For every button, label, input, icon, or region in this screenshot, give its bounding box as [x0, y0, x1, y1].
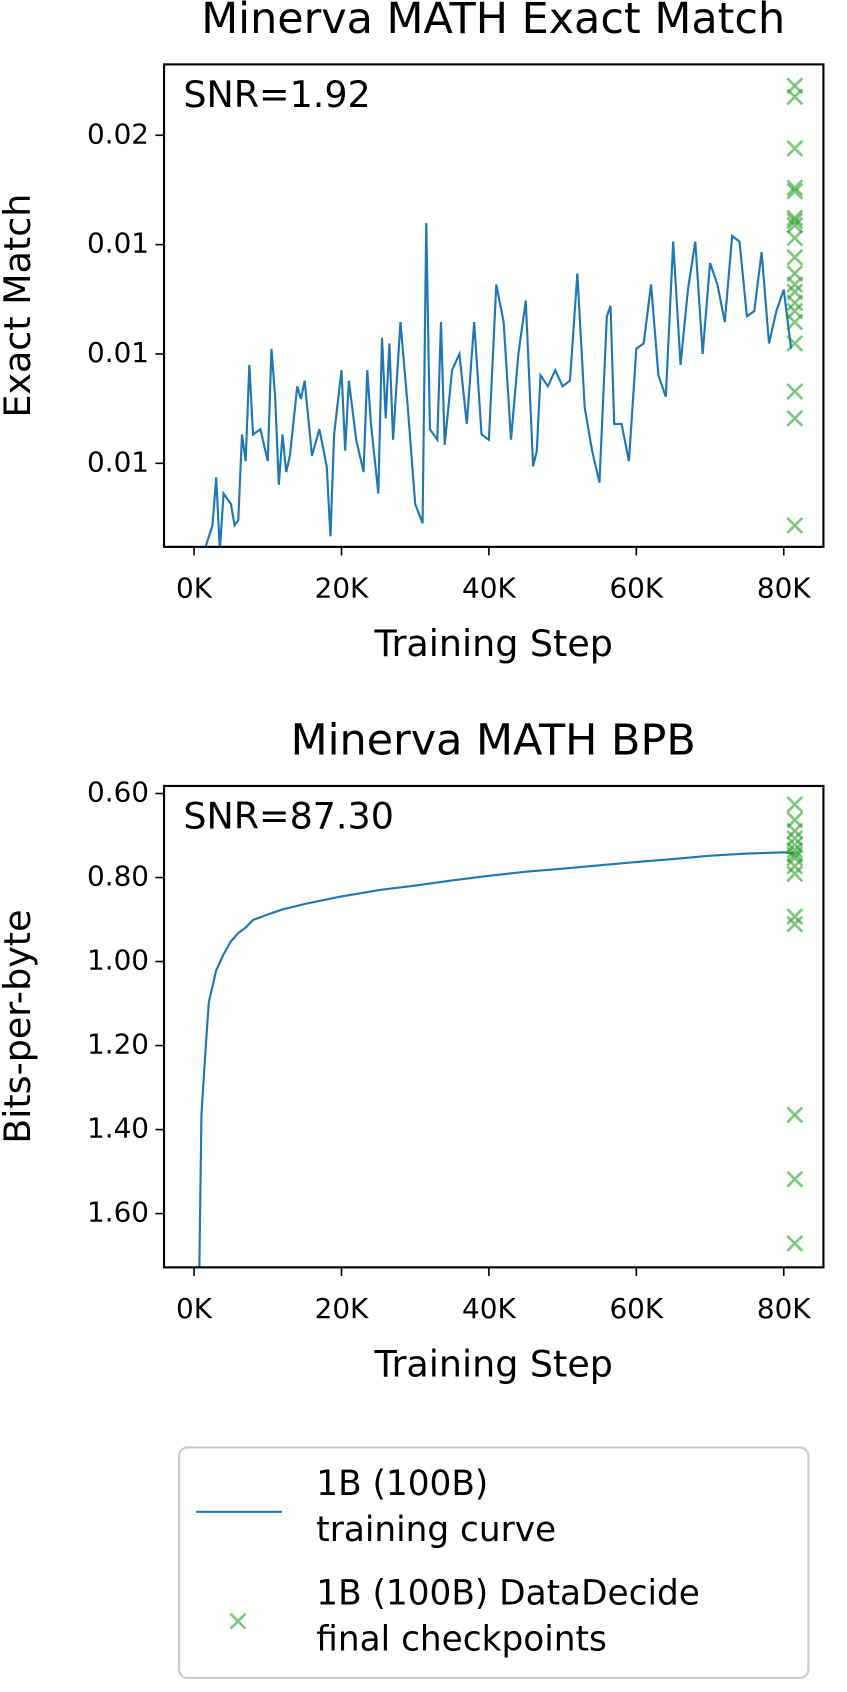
scatter-marker [786, 1106, 804, 1124]
y-tick-label: 0.02 [87, 117, 149, 150]
scatter-marker [786, 229, 804, 247]
scatter-marker [786, 516, 804, 534]
y-tick-label: 1.60 [87, 1196, 149, 1229]
scatter-marker [786, 795, 804, 813]
y-axis-label: Bits-per-byte [0, 910, 39, 1144]
x-tick-label: 20K [315, 1292, 369, 1325]
y-tick-label: 1.20 [87, 1028, 149, 1061]
scatter-marker [786, 179, 804, 197]
y-tick-label: 0.01 [87, 445, 149, 478]
axes-frame [162, 63, 825, 548]
scatter-marker [786, 1170, 804, 1188]
x-tick-label: 80K [757, 572, 811, 605]
line-series [198, 851, 795, 1268]
legend-marker-swatch [229, 1612, 247, 1630]
scatter-marker [786, 865, 804, 883]
scatter-marker [786, 313, 804, 331]
line-series [204, 223, 793, 547]
scatter-marker [786, 908, 804, 926]
y-tick-label: 1.00 [87, 944, 149, 977]
scatter-marker [786, 841, 804, 859]
scatter-marker [786, 212, 804, 230]
y-axis-label: Exact Match [0, 194, 39, 418]
y-tick-label: 0.01 [87, 336, 149, 369]
x-tick-label: 60K [609, 1292, 663, 1325]
y-tick-label: 0.80 [87, 860, 149, 893]
scatter-marker [786, 857, 804, 875]
scatter-marker [786, 409, 804, 427]
x-tick-label: 0K [176, 1292, 213, 1325]
x-tick-label: 40K [462, 572, 516, 605]
axes-frame [162, 784, 825, 1269]
scatter-marker [786, 88, 804, 106]
scatter-marker [786, 216, 804, 234]
legend-box [177, 1446, 810, 1680]
x-tick-label: 0K [176, 572, 213, 605]
scatter-marker [786, 915, 804, 933]
plot-area [204, 77, 804, 547]
scatter-marker [786, 335, 804, 352]
annotation: SNR=87.30 [183, 795, 394, 838]
x-axis-label: Training Step [374, 1342, 613, 1385]
y-tick-label: 0.60 [87, 776, 149, 809]
scatter-marker [786, 248, 804, 266]
y-tick-label: 1.40 [87, 1112, 149, 1145]
x-tick-label: 40K [462, 1292, 516, 1325]
x-tick-label: 20K [315, 572, 369, 605]
x-tick-label: 80K [757, 1292, 811, 1325]
y-tick-label: 0.01 [87, 227, 149, 260]
scatter-marker [786, 1234, 804, 1252]
scatter-marker [786, 294, 804, 312]
chart-title: Minerva MATH BPB [291, 716, 696, 766]
chart-title: Minerva MATH Exact Match [201, 0, 785, 44]
plot-area [198, 795, 804, 1268]
scatter-marker [786, 209, 804, 227]
x-axis-label: Training Step [374, 622, 613, 665]
legend-label: 1B (100B) training curve [316, 1464, 556, 1550]
scatter-marker [786, 182, 804, 200]
legend-label: 1B (100B) DataDecide final checkpoints [316, 1573, 700, 1659]
annotation: SNR=1.92 [183, 73, 370, 116]
scatter-marker [786, 383, 804, 401]
scatter-marker [786, 275, 804, 293]
scatter-marker [786, 139, 804, 157]
scatter-marker [786, 822, 804, 840]
x-tick-label: 60K [609, 572, 663, 605]
